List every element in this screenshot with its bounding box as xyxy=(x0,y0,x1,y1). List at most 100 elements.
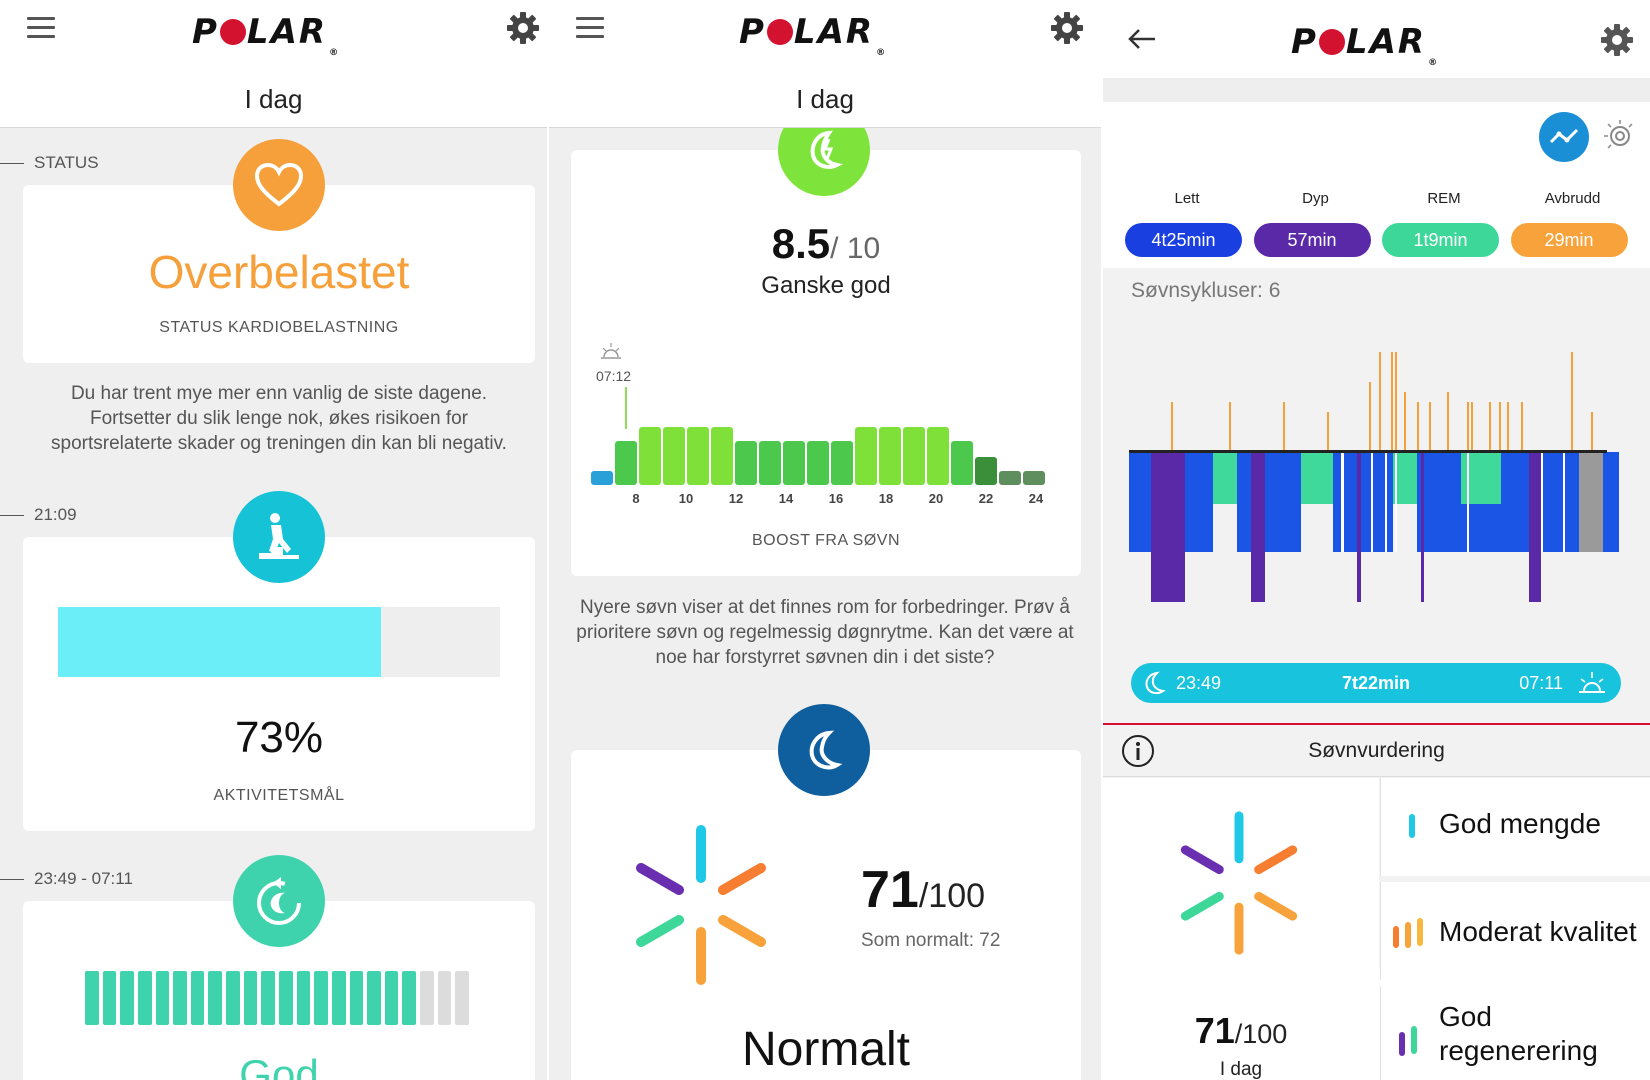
factor-regeneration[interactable]: God regenerering xyxy=(1380,986,1650,1080)
boost-rating: Ganske god xyxy=(761,272,891,299)
boost-bar xyxy=(999,471,1021,485)
awake-spike xyxy=(1369,382,1371,452)
factor-quality[interactable]: Moderat kvalitet xyxy=(1380,882,1650,980)
sleep-bar xyxy=(279,971,293,1025)
gap xyxy=(1385,452,1387,552)
menu-icon[interactable] xyxy=(576,17,604,39)
back-arrow-icon[interactable] xyxy=(1127,27,1157,51)
moon-icon xyxy=(1145,671,1166,695)
stage-pill-avbrudd[interactable]: 29min xyxy=(1510,223,1628,257)
boost-bar xyxy=(855,427,877,485)
timeline-label-status: STATUS xyxy=(0,153,99,173)
awake-spike xyxy=(1489,402,1491,452)
sunrise-icon xyxy=(1579,672,1605,693)
page-title: I dag xyxy=(0,70,547,128)
stairs-walker-icon xyxy=(233,491,325,583)
awake-spike xyxy=(1391,352,1393,452)
awake-spike xyxy=(1471,402,1473,452)
deep-sleep-segment xyxy=(1357,452,1361,602)
sleep-rating-header: Søvnvurdering xyxy=(1103,725,1650,777)
stage-pill-rem[interactable]: 1t9min xyxy=(1382,223,1499,257)
sleep-score-burst-icon xyxy=(1180,811,1298,955)
unknown-segment xyxy=(1579,452,1603,552)
awake-spike xyxy=(1283,402,1285,452)
moon-icon xyxy=(778,704,870,796)
stage-label-rem: REM xyxy=(1427,190,1461,207)
stage-label-lett: Lett xyxy=(1174,190,1200,207)
trend-view-button[interactable] xyxy=(1539,112,1589,162)
deep-sleep-segment xyxy=(1151,452,1185,602)
sleep-bar xyxy=(261,971,275,1025)
activity-card[interactable]: 73% AKTIVITETSMÅL xyxy=(23,537,535,831)
x-tick-label: 8 xyxy=(632,491,639,506)
boost-bar xyxy=(591,471,613,485)
gap xyxy=(1371,452,1373,552)
boost-bar xyxy=(879,427,901,485)
x-tick-label: 18 xyxy=(879,491,893,506)
sleep-score-burst-icon xyxy=(636,825,766,985)
boost-score: 8.5/ 10 xyxy=(771,220,881,267)
activity-progress-track xyxy=(58,607,500,677)
x-tick-label: 14 xyxy=(779,491,794,506)
gear-icon[interactable] xyxy=(1599,22,1635,58)
info-icon[interactable] xyxy=(1121,734,1155,768)
gear-icon[interactable] xyxy=(1049,10,1085,46)
heart-icon xyxy=(233,139,325,231)
sleep-timeline-bar[interactable]: 23:49 7t22min 07:11 xyxy=(1131,663,1621,703)
awake-spike xyxy=(1591,412,1593,452)
sleep-bar xyxy=(296,971,311,1025)
sleep-bar xyxy=(367,971,381,1025)
sleep-bar xyxy=(455,971,469,1025)
boost-card[interactable]: 8.5/ 10 Ganske god 07:12 8 10 12 14 16 18 20 22… xyxy=(571,150,1081,576)
sleep-cycle-icon xyxy=(233,855,325,947)
factor-amount-label: God mengde xyxy=(1439,808,1601,839)
activity-percent: 73% xyxy=(234,713,324,762)
baseline xyxy=(1129,450,1607,453)
quality-bars-icon xyxy=(1393,926,1399,948)
sleep-score-caption: I dag xyxy=(1219,1059,1263,1080)
stage-pill-lett[interactable]: 4t25min xyxy=(1125,223,1242,257)
awake-spike xyxy=(1171,402,1173,452)
sleep-bar xyxy=(349,971,364,1025)
sleep-bar xyxy=(226,971,240,1025)
gear-icon[interactable] xyxy=(505,10,541,46)
rem-segment xyxy=(1485,452,1501,504)
sleep-duration: 7t22min xyxy=(1341,673,1411,693)
sleep-score-card[interactable]: 71/100 Som normalt: 72 Normalt xyxy=(571,750,1081,1080)
boost-bar xyxy=(759,441,781,485)
factor-amount[interactable]: God mengde xyxy=(1380,778,1650,876)
boost-bar xyxy=(711,427,733,485)
sleep-score: 71/100 xyxy=(1194,1010,1288,1051)
x-tick-label: 16 xyxy=(829,491,843,506)
sleep-start-time: 23:49 xyxy=(1176,673,1222,693)
sleep-score-card[interactable]: 71/100 I dag xyxy=(1103,778,1379,1080)
panel-sleep-boost: P LAR® 8.5/ 10 Ganske god 07:12 8 10 12 14 16… xyxy=(549,0,1101,1080)
sleep-bar xyxy=(155,971,170,1025)
sleep-bar xyxy=(120,971,134,1025)
boost-description: Nyere søvn viser at det finnes rom for f… xyxy=(576,597,1074,668)
sleep-bars xyxy=(85,971,473,1025)
sleep-cycle-view-icon[interactable] xyxy=(1602,118,1638,154)
activity-progress-fill xyxy=(58,607,381,677)
boost-bar xyxy=(639,427,661,485)
timeline-label-activity: 21:09 xyxy=(0,505,77,525)
menu-icon[interactable] xyxy=(27,17,55,39)
sleep-bar xyxy=(208,971,223,1025)
awake-spike xyxy=(1429,402,1431,452)
boost-bar xyxy=(951,441,973,485)
activity-subtitle: AKTIVITETSMÅL xyxy=(213,787,345,804)
amount-bar-icon xyxy=(1409,814,1415,838)
awake-spike xyxy=(1327,412,1329,452)
sleep-cycles-text: Søvnsykluser: 6 xyxy=(1131,279,1281,302)
sleep-bar xyxy=(314,971,328,1025)
awake-spike xyxy=(1499,402,1501,452)
gap xyxy=(1467,452,1469,552)
rem-segment xyxy=(1301,452,1333,504)
awake-spike xyxy=(1404,392,1406,452)
stage-label-dyp: Dyp xyxy=(1302,190,1329,207)
sleep-bar xyxy=(190,971,205,1025)
stage-pill-dyp[interactable]: 57min xyxy=(1253,223,1371,257)
sunrise-icon xyxy=(601,343,621,359)
top-bar: P LAR® xyxy=(0,0,547,70)
sleep-bar xyxy=(243,971,258,1025)
